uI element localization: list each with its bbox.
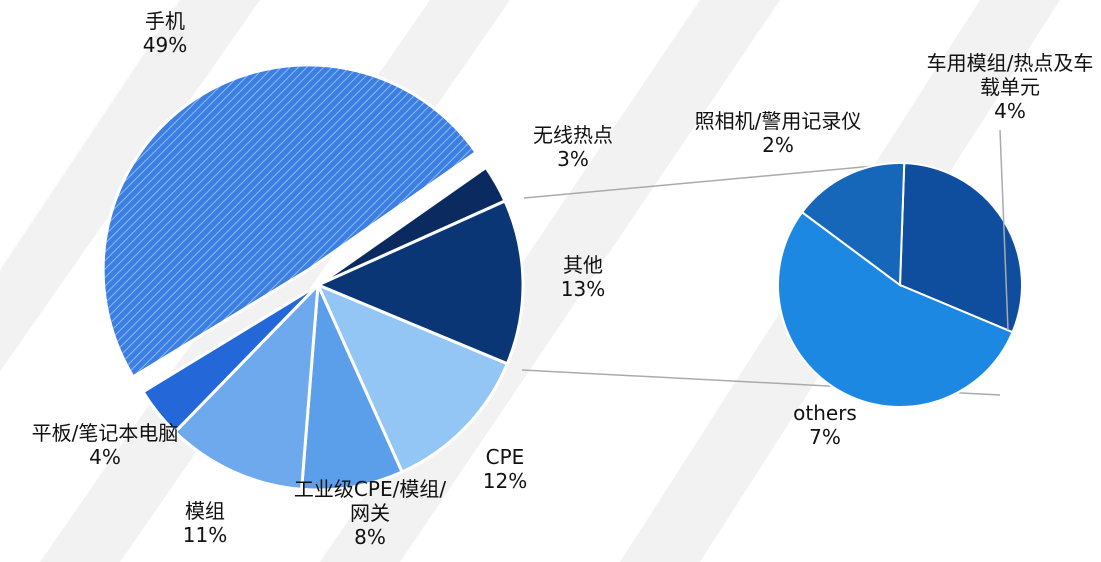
slice-name-line: 平板/笔记本电脑 [32, 421, 179, 445]
pie-slice [140, 283, 320, 435]
slice-label: 无线热点 3% [533, 123, 613, 171]
slice-name-line: 载单元 [980, 75, 1040, 99]
slice-name-line: 工业级CPE/模组/ [294, 477, 446, 501]
slice-label: others 7% [793, 401, 857, 449]
slice-name-line: 照相机/警用记录仪 [695, 109, 862, 133]
slice-value: 2% [762, 133, 794, 157]
slice-value: 49% [143, 33, 187, 57]
slice-value: 4% [89, 445, 121, 469]
pie-slice [101, 63, 479, 379]
slice-label: 平板/笔记本电脑 4% [32, 421, 179, 469]
slice-name-line: 无线热点 [533, 123, 613, 147]
slice-value: 12% [483, 469, 527, 493]
slice-value: 7% [809, 425, 841, 449]
sub-pie-slice [800, 162, 906, 287]
slice-name-line: 其他 [563, 253, 603, 277]
slice-name: 手机 [145, 9, 185, 33]
slice-name-line: CPE [486, 445, 525, 469]
slice-label: 模组 11% [183, 499, 227, 547]
slice-name: CPE [486, 445, 525, 469]
pie-slice [314, 198, 525, 366]
slice-value: 13% [561, 277, 605, 301]
slice-label: 照相机/警用记录仪 2% [695, 109, 862, 157]
slice-name: 车用模组/热点及车载单元 [927, 51, 1094, 99]
slice-name-line: 车用模组/热点及车 [927, 51, 1094, 75]
slice-value: 8% [354, 525, 386, 549]
slice-name: 工业级CPE/模组/网关 [294, 477, 446, 525]
slice-label: 手机 49% [143, 9, 187, 57]
slice-name: 其他 [563, 253, 603, 277]
slice-name-line: 手机 [145, 9, 185, 33]
slice-name: 照相机/警用记录仪 [695, 109, 862, 133]
slice-name-line: 模组 [185, 499, 225, 523]
leader-line [999, 129, 1009, 331]
pie-slice [299, 284, 405, 492]
pie-slice [315, 282, 510, 474]
sub-pie-slice [898, 162, 1023, 334]
slice-value: 11% [183, 523, 227, 547]
slice-name: 模组 [185, 499, 225, 523]
slice-name: others [793, 401, 857, 425]
pie-slice [172, 280, 320, 491]
slice-name-line: 网关 [350, 501, 390, 525]
slice-value: 3% [557, 147, 589, 171]
slice-label: CPE 12% [483, 445, 527, 493]
slice-label: 其他 13% [561, 253, 605, 301]
slice-name-line: others [793, 401, 857, 425]
sub-pie-slice [777, 210, 1014, 408]
slice-label: 车用模组/热点及车载单元 4% [927, 51, 1094, 123]
slice-value: 4% [994, 99, 1026, 123]
slice-label: 工业级CPE/模组/网关 8% [294, 477, 446, 549]
slice-name: 无线热点 [533, 123, 613, 147]
slice-name: 平板/笔记本电脑 [32, 421, 179, 445]
